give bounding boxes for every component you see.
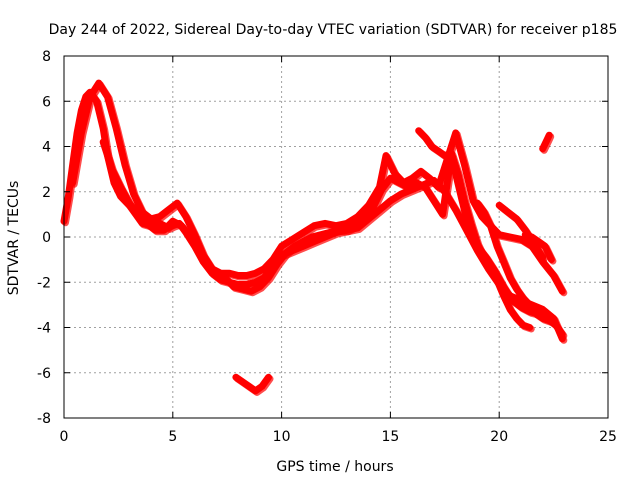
x-tick-label: 20 [490,429,508,445]
y-tick-label: 0 [42,230,51,246]
data-series-trace-20-22-spread [497,203,548,263]
x-tick-label: 5 [168,429,177,445]
y-tick-label: -2 [37,275,51,291]
x-tick-label: 10 [273,429,291,445]
data-series-low-spread [233,375,274,396]
data-series-trace-21-22-spread [523,232,557,265]
data-series-trace-19-22-spread [475,201,555,326]
x-axis-label: GPS time / hours [276,459,393,475]
data-series-short-22-spread [540,133,555,154]
x-tick-label: 0 [60,429,69,445]
ticks: 0 5 10 15 20 25 -8 -6 -4 -2 0 2 4 6 8 [37,49,617,445]
x-tick-label: 25 [599,429,617,445]
x-tick-label: 15 [381,429,399,445]
y-tick-label: 8 [42,49,51,65]
data-series-trace-16-18-spread [416,128,535,333]
y-tick-label: 4 [42,140,51,156]
chart-title: Day 244 of 2022, Sidereal Day-to-day VTE… [49,22,618,38]
series-group [60,79,568,396]
y-tick-label: -4 [37,321,51,337]
y-tick-label: 6 [42,94,51,110]
y-tick-label: 2 [42,185,51,201]
y-tick-label: -6 [37,366,51,382]
y-axis-label: SDTVAR / TECUs [6,181,22,296]
y-tick-label: -8 [37,411,51,427]
